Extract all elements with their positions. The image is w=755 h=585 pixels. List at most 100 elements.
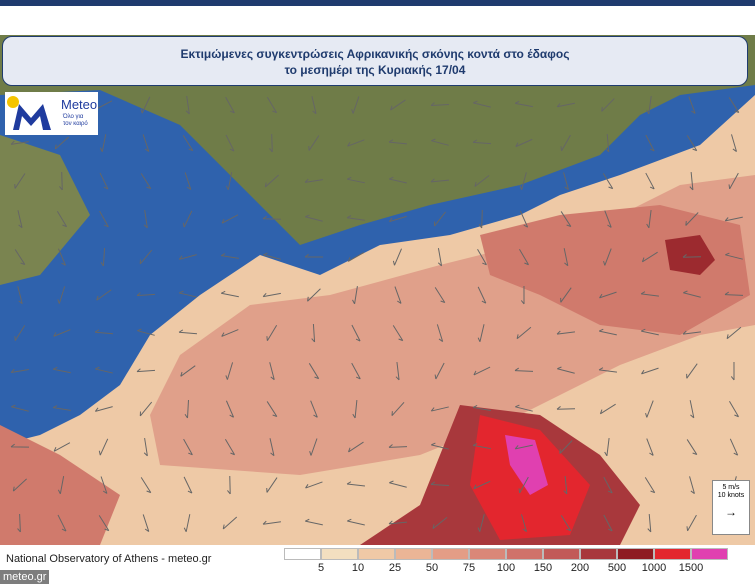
- wind-arrow: [436, 324, 444, 343]
- wind-arrow: [346, 215, 365, 221]
- wind-arrow: [556, 406, 576, 410]
- wind-arrow: [139, 249, 153, 265]
- wind-arrow: [304, 518, 323, 526]
- wind-arrow: [351, 362, 361, 380]
- wind-arrow: [514, 444, 533, 450]
- scale-label: 50: [425, 562, 439, 574]
- wind-arrow: [563, 172, 569, 191]
- wind-arrow: [514, 100, 533, 108]
- wind-arrow: [269, 362, 275, 381]
- wind-arrow: [686, 135, 698, 152]
- wind-arrow: [17, 286, 23, 305]
- wind-arrow: [477, 248, 487, 266]
- wind-arrow: [604, 438, 610, 457]
- wind-arrow: [98, 515, 110, 532]
- wind-arrow: [686, 439, 698, 456]
- scale-label: 200: [570, 562, 590, 574]
- wind-arrow: [351, 96, 360, 114]
- wind-arrow: [688, 96, 696, 114]
- wind-arrow: [184, 172, 192, 190]
- wind-arrow: [560, 134, 571, 152]
- wind-arrow: [262, 215, 282, 220]
- wind-arrow: [598, 328, 617, 336]
- wind-arrow: [391, 401, 405, 417]
- scale-label: 10: [351, 562, 365, 574]
- wind-arrow: [56, 211, 68, 228]
- wind-arrow: [599, 291, 617, 299]
- wind-arrow: [604, 210, 612, 228]
- wind-key-text: 5 m/s: [722, 484, 740, 491]
- scale-label: 100: [496, 562, 516, 574]
- wind-arrow: [431, 442, 449, 450]
- wind-arrow: [311, 96, 317, 115]
- wind-arrow: [305, 214, 323, 222]
- wind-arrow: [184, 399, 189, 419]
- wind-arrow: [730, 361, 735, 381]
- wind-arrow: [644, 477, 656, 494]
- wind-arrow: [96, 289, 112, 301]
- wind-arrow: [646, 438, 654, 456]
- wind-arrow: [724, 291, 744, 296]
- wind-arrow: [266, 325, 278, 341]
- wind-arrow: [14, 173, 26, 189]
- wind-arrow: [95, 366, 113, 374]
- wind-arrow: [682, 330, 701, 335]
- wind-arrow: [395, 362, 400, 381]
- wind-arrow: [227, 475, 231, 495]
- top-bar: [0, 0, 755, 6]
- wind-arrow: [646, 96, 652, 115]
- wind-arrow: [729, 400, 739, 418]
- scale-label: 150: [533, 562, 553, 574]
- footer-badge: meteo.gr: [0, 570, 50, 584]
- wind-arrow: [17, 210, 23, 229]
- wind-arrow: [140, 173, 152, 190]
- wind-arrow: [12, 478, 27, 492]
- wind-arrow: [640, 328, 659, 336]
- wind-arrow: [726, 326, 742, 340]
- wind-arrow: [346, 481, 366, 487]
- wind-arrow: [605, 133, 610, 153]
- wind-arrow: [262, 520, 281, 525]
- wind-arrow: [521, 514, 527, 533]
- wind-arrow: [603, 476, 613, 494]
- wind-arrow: [140, 96, 151, 114]
- wind-arrow: [58, 248, 66, 266]
- scale-label: 75: [462, 562, 476, 574]
- wind-arrow: [640, 291, 659, 297]
- wind-arrow: [346, 176, 365, 184]
- wind-arrow: [683, 290, 701, 298]
- dust-high-west: [0, 425, 120, 545]
- wind-arrow: [351, 324, 361, 342]
- wind-arrow: [392, 325, 404, 342]
- wind-arrow: [100, 476, 108, 494]
- wind-arrow: [225, 362, 234, 380]
- land-north: [0, 35, 755, 245]
- wind-arrow: [645, 400, 654, 418]
- wind-arrow: [556, 102, 575, 108]
- wind-arrow: [518, 476, 529, 494]
- wind-arrow: [136, 368, 156, 373]
- wind-arrow: [388, 139, 408, 145]
- title-box: Εκτιμώμενες συγκεντρώσεις Αφρικανικής σκ…: [2, 36, 748, 86]
- wind-arrow: [57, 476, 65, 495]
- wind-arrow: [430, 406, 449, 412]
- wind-arrow: [183, 476, 193, 494]
- wind-arrow: [598, 367, 617, 373]
- wind-arrow: [731, 134, 737, 153]
- wind-arrow: [556, 330, 575, 335]
- scale-label: 1500: [678, 562, 704, 574]
- wind-arrow: [53, 329, 71, 337]
- wind-arrow: [304, 178, 323, 183]
- wind-arrow: [347, 518, 365, 526]
- wind-arrow: [54, 136, 70, 150]
- footer-source: National Observatory of Athens - meteo.g…: [6, 553, 212, 565]
- wind-arrow: [221, 329, 239, 337]
- wind-arrow: [220, 253, 239, 259]
- wind-arrow: [645, 172, 655, 190]
- wind-arrow: [689, 400, 695, 419]
- wind-arrow: [100, 247, 106, 267]
- wind-arrow: [347, 139, 365, 147]
- wind-arrow: [603, 248, 612, 266]
- wind-arrow: [14, 249, 26, 266]
- scale-swatch: [506, 548, 543, 560]
